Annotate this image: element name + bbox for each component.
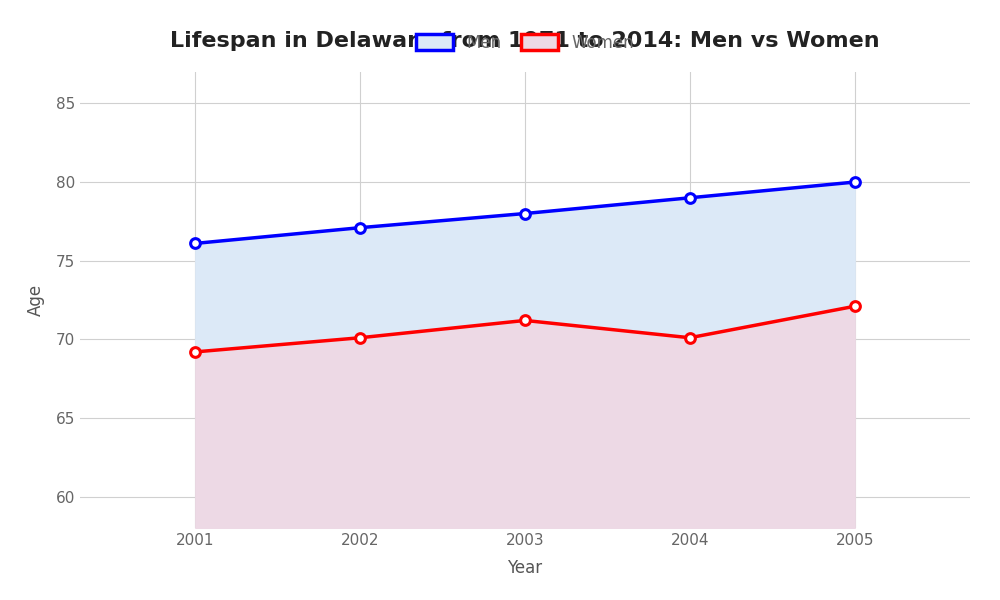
Legend: Men, Women: Men, Women — [408, 26, 642, 60]
Y-axis label: Age: Age — [27, 284, 45, 316]
X-axis label: Year: Year — [507, 559, 543, 577]
Title: Lifespan in Delaware from 1971 to 2014: Men vs Women: Lifespan in Delaware from 1971 to 2014: … — [170, 31, 880, 51]
